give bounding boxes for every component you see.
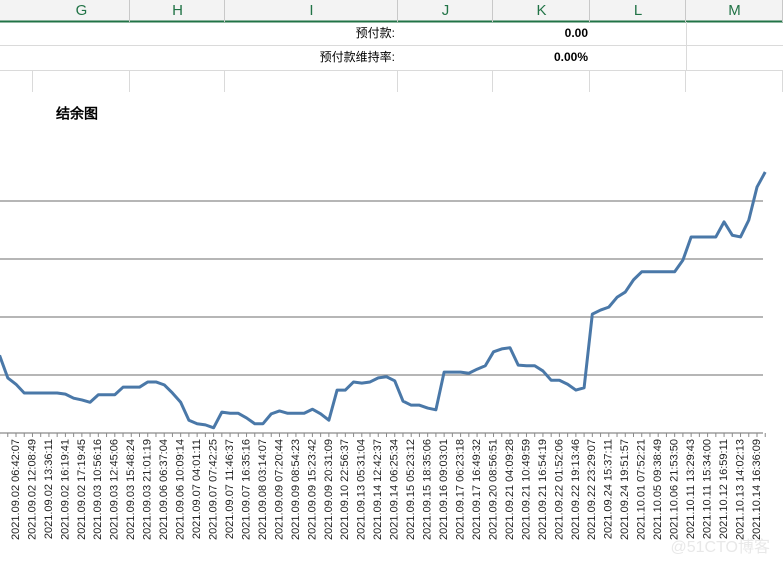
column-letter: K: [536, 2, 546, 19]
x-tick-label: 2021.09.10 22:56:37: [339, 439, 351, 540]
column-letter: L: [634, 2, 642, 19]
x-tick-label: 2021.09.02 13:36:11: [43, 439, 55, 539]
x-tick-label: 2021.09.03 15:48:24: [125, 439, 137, 540]
column-letter: M: [728, 2, 741, 19]
watermark: @51CTO博客: [670, 538, 770, 556]
x-tick-label: 2021.09.09 08:54:23: [290, 439, 302, 540]
x-tick-label: 2021.10.12 16:59:11: [718, 439, 730, 539]
chart-area: [0, 92, 783, 584]
x-tick-label: 2021.09.07 11:46:37: [224, 439, 236, 539]
x-tick-label: 2021.09.22 01:52:06: [553, 439, 565, 540]
x-tick-label: 2021.09.09 15:23:42: [306, 439, 318, 540]
cell-label: 预付款:: [356, 26, 395, 40]
cell-value: 0.00: [565, 26, 589, 40]
x-tick-label: 2021.09.22 19:13:46: [570, 439, 582, 540]
column-letter: G: [76, 2, 88, 19]
x-tick-label: 2021.09.03 10:56:16: [92, 439, 104, 540]
cell-value: 0.00%: [554, 50, 588, 64]
x-tick-label: 2021.09.07 16:35:16: [240, 439, 252, 540]
x-tick-label: 2021.10.05 09:38:49: [652, 439, 664, 540]
x-tick-label: 2021.09.06 10:09:14: [175, 439, 187, 540]
chart-title: 结余图: [56, 106, 98, 122]
column-letter: H: [172, 2, 183, 19]
x-tick-label: 2021.09.03 12:45:06: [109, 439, 121, 540]
x-tick-label: 2021.09.15 18:35:06: [422, 439, 434, 540]
x-tick-label: 2021.09.14 06:25:34: [389, 439, 401, 540]
x-tick-label: 2021.09.21 04:09:28: [504, 439, 516, 540]
x-tick-label: 2021.09.02 17:19:45: [76, 439, 88, 540]
column-header-bar: [0, 0, 783, 22]
x-tick-label: 2021.09.21 10:49:59: [520, 439, 532, 540]
x-tick-label: 2021.10.14 16:36:09: [751, 439, 763, 540]
x-tick-label: 2021.09.21 16:54:19: [537, 439, 549, 540]
column-letter: I: [309, 2, 313, 19]
x-tick-label: 2021.09.09 20:31:09: [323, 439, 335, 540]
x-tick-label: 2021.09.17 06:23:18: [455, 439, 467, 540]
x-tick-label: 2021.09.02 12:08:49: [26, 439, 38, 540]
cells: 预付款: 0.00 预付款维持率: 0.00%: [0, 22, 783, 93]
x-tick-label: 2021.09.08 03:14:07: [257, 439, 269, 540]
x-tick-label: 2021.10.01 07:52:21: [636, 439, 648, 540]
column-letter: J: [442, 2, 450, 19]
x-tick-label: 2021.09.15 05:23:12: [405, 439, 417, 540]
balance-line: [0, 171, 767, 430]
x-tick-label: 2021.10.11 13:29:43: [685, 439, 697, 539]
x-tick-label: 2021.10.06 21:53:50: [669, 439, 681, 540]
x-tick-label: 2021.09.22 23:29:07: [586, 439, 598, 540]
x-tick-label: 2021.09.20 08:56:51: [487, 439, 499, 540]
x-tick-label: 2021.09.17 16:49:32: [471, 439, 483, 540]
x-tick-label: 2021.09.09 07:20:44: [273, 439, 285, 540]
x-tick-label: 2021.09.16 09:03:01: [438, 439, 450, 540]
x-tick-label: 2021.10.11 15:34:00: [702, 439, 714, 539]
x-tick-label: 2021.10.13 14:02:13: [734, 439, 746, 540]
x-tick-label: 2021.09.07 04:01:11: [191, 439, 203, 539]
cell-label: 预付款维持率:: [320, 49, 395, 64]
x-tick-label: 2021.09.13 05:31:04: [356, 439, 368, 540]
x-tick-label: 2021.09.02 16:19:41: [59, 439, 71, 540]
x-tick-label: 2021.09.02 06:42:07: [10, 439, 22, 540]
x-tick-label: 2021.09.06 06:37:04: [158, 439, 170, 540]
x-tick-label: 2021.09.07 07:42:25: [208, 439, 220, 540]
x-tick-label: 2021.09.24 15:37:11: [603, 439, 615, 539]
x-tick-label: 2021.09.24 19:51:57: [619, 439, 631, 540]
x-tick-label: 2021.09.03 21:01:19: [142, 439, 154, 540]
x-tick-label: 2021.09.14 12:42:37: [372, 439, 384, 540]
